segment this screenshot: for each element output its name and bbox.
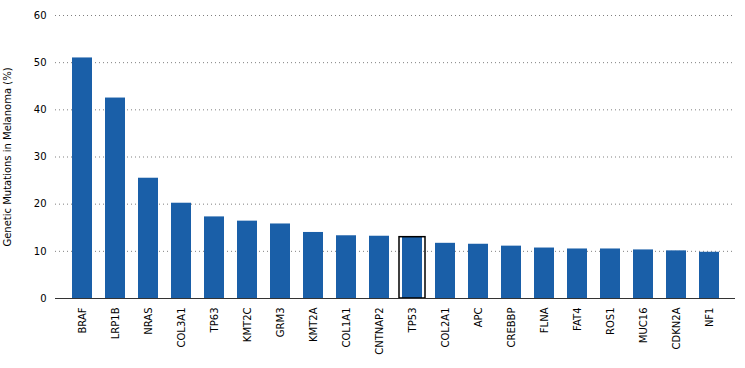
svg-text:LRP1B: LRP1B <box>110 307 121 339</box>
svg-text:30: 30 <box>34 151 47 162</box>
svg-text:CREBBP: CREBBP <box>506 308 517 348</box>
svg-text:KMT2A: KMT2A <box>308 307 319 342</box>
svg-text:60: 60 <box>34 10 47 21</box>
svg-text:APC: APC <box>473 307 484 327</box>
svg-text:BRAF: BRAF <box>77 307 88 333</box>
svg-text:CNTNAP2: CNTNAP2 <box>374 308 385 355</box>
svg-text:TP53: TP53 <box>407 308 418 334</box>
svg-text:0: 0 <box>40 293 46 304</box>
svg-text:NF1: NF1 <box>704 308 715 328</box>
svg-text:NRAS: NRAS <box>143 308 154 335</box>
svg-text:ROS1: ROS1 <box>605 308 616 336</box>
svg-text:COL2A1: COL2A1 <box>440 308 451 348</box>
svg-text:20: 20 <box>34 198 47 209</box>
svg-text:Genetic Mutations in Melanoma: Genetic Mutations in Melanoma (%) <box>2 67 13 246</box>
svg-text:COL1A1: COL1A1 <box>341 308 352 348</box>
svg-text:FLNA: FLNA <box>539 307 550 333</box>
svg-text:50: 50 <box>34 57 47 68</box>
svg-text:40: 40 <box>34 104 47 115</box>
svg-text:TP63: TP63 <box>209 308 220 334</box>
svg-text:GRM3: GRM3 <box>275 308 286 338</box>
svg-text:KMT2C: KMT2C <box>242 307 253 342</box>
svg-text:CDKN2A: CDKN2A <box>671 307 682 349</box>
svg-text:COL3A1: COL3A1 <box>176 308 187 348</box>
svg-text:10: 10 <box>34 246 47 257</box>
svg-text:FAT4: FAT4 <box>572 308 583 331</box>
svg-text:MUC16: MUC16 <box>638 308 649 344</box>
